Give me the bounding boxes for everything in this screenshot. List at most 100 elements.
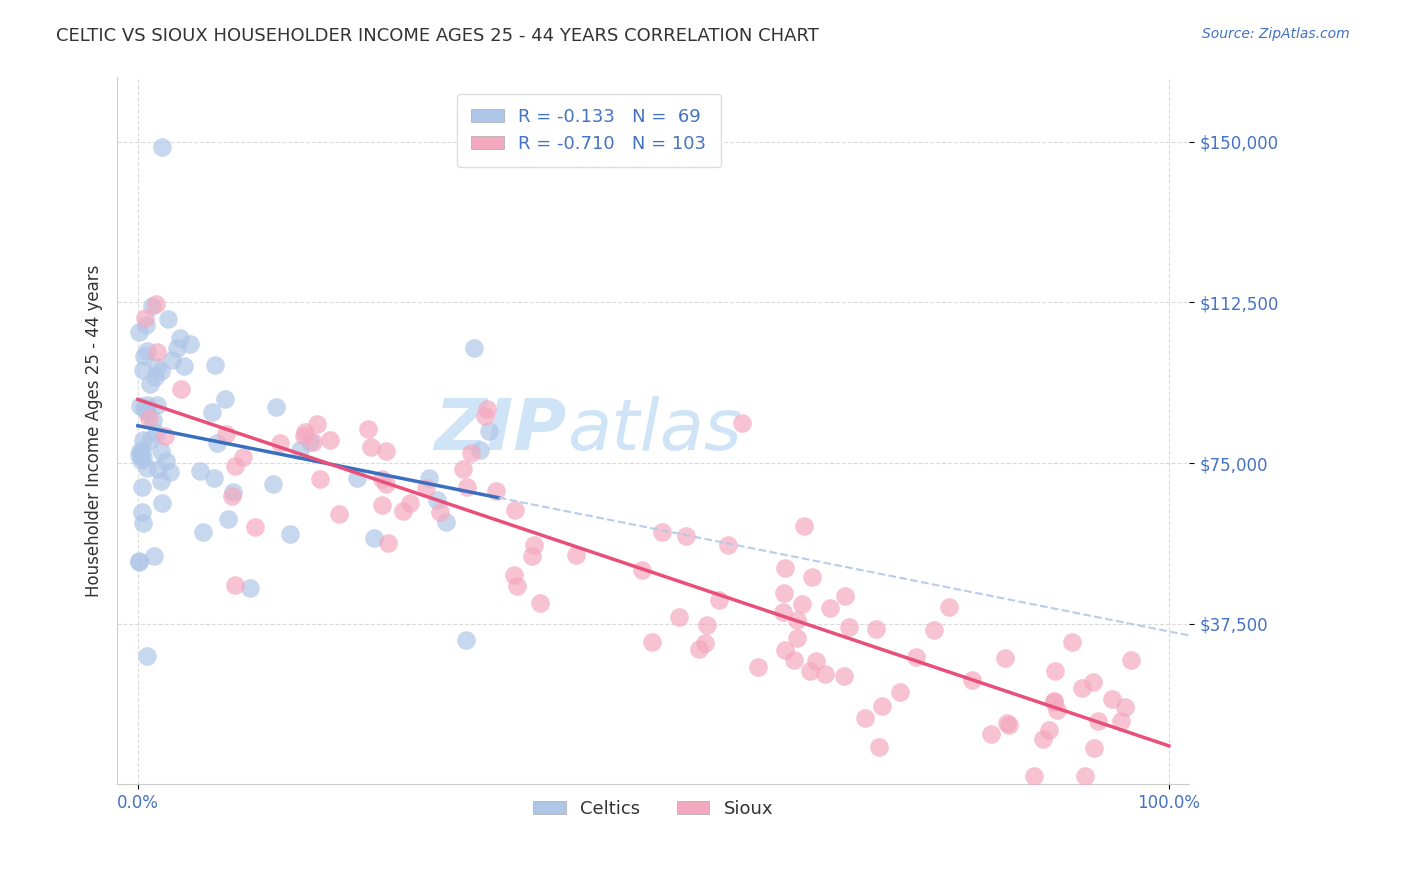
Point: [523, 538, 546, 552]
Point: [426, 493, 449, 508]
Point: [142, 549, 165, 564]
Text: CELTIC VS SIOUX HOUSEHOLDER INCOME AGES 25 - 44 YEARS CORRELATION CHART: CELTIC VS SIOUX HOUSEHOLDER INCOME AGES …: [56, 27, 820, 45]
Point: [188, 464, 211, 478]
Legend: Celtics, Sioux: Celtics, Sioux: [526, 792, 780, 825]
Point: [128, 448, 150, 462]
Point: [731, 416, 754, 430]
Point: [429, 504, 451, 518]
Point: [159, 465, 181, 479]
Point: [772, 606, 794, 620]
Point: [135, 398, 157, 412]
Point: [239, 581, 262, 595]
Point: [870, 699, 893, 714]
Point: [150, 139, 173, 153]
Point: [1087, 714, 1109, 728]
Point: [132, 451, 155, 466]
Point: [146, 359, 169, 374]
Point: [145, 344, 167, 359]
Point: [786, 632, 808, 646]
Point: [391, 504, 413, 518]
Point: [262, 477, 284, 491]
Point: [131, 363, 153, 377]
Point: [232, 450, 254, 464]
Point: [695, 636, 717, 650]
Point: [360, 441, 382, 455]
Point: [1032, 731, 1054, 746]
Point: [363, 532, 385, 546]
Point: [773, 585, 796, 599]
Point: [346, 471, 368, 485]
Point: [150, 443, 173, 458]
Point: [904, 649, 927, 664]
Point: [456, 633, 478, 648]
Point: [418, 470, 440, 484]
Point: [150, 364, 173, 378]
Point: [278, 527, 301, 541]
Point: [153, 429, 176, 443]
Point: [328, 507, 350, 521]
Point: [357, 422, 380, 436]
Point: [155, 454, 177, 468]
Point: [832, 669, 855, 683]
Point: [224, 578, 246, 592]
Point: [221, 489, 243, 503]
Point: [503, 503, 526, 517]
Point: [838, 620, 860, 634]
Point: [565, 549, 588, 563]
Point: [156, 311, 179, 326]
Point: [128, 554, 150, 568]
Point: [160, 353, 183, 368]
Point: [980, 726, 1002, 740]
Text: ZIP: ZIP: [436, 396, 568, 466]
Point: [132, 516, 155, 530]
Point: [294, 425, 316, 439]
Point: [201, 405, 224, 419]
Point: [222, 485, 245, 500]
Point: [166, 341, 188, 355]
Point: [716, 538, 738, 552]
Point: [136, 405, 159, 419]
Point: [131, 444, 153, 458]
Point: [415, 481, 437, 495]
Point: [1060, 635, 1083, 649]
Point: [129, 400, 152, 414]
Point: [506, 579, 529, 593]
Point: [179, 337, 201, 351]
Point: [128, 325, 150, 339]
Point: [264, 400, 287, 414]
Point: [214, 427, 236, 442]
Point: [801, 570, 824, 584]
Point: [269, 436, 291, 450]
Y-axis label: Householder Income Ages 25 - 44 years: Householder Income Ages 25 - 44 years: [86, 265, 103, 597]
Point: [865, 622, 887, 636]
Point: [478, 424, 501, 438]
Point: [169, 331, 191, 345]
Point: [938, 600, 960, 615]
Point: [668, 610, 690, 624]
Point: [128, 556, 150, 570]
Point: [375, 476, 398, 491]
Point: [922, 623, 945, 637]
Point: [142, 412, 165, 426]
Point: [224, 459, 246, 474]
Point: [813, 667, 835, 681]
Point: [773, 561, 796, 575]
Point: [1114, 700, 1136, 714]
Point: [477, 401, 499, 416]
Point: [1042, 694, 1064, 708]
Point: [307, 417, 329, 432]
Point: [138, 433, 160, 447]
Point: [1046, 703, 1069, 717]
Point: [995, 715, 1018, 730]
Point: [136, 648, 159, 663]
Point: [696, 618, 718, 632]
Point: [675, 529, 697, 543]
Point: [131, 505, 153, 519]
Point: [804, 654, 827, 668]
Point: [205, 435, 228, 450]
Point: [650, 525, 672, 540]
Point: [173, 359, 195, 374]
Point: [214, 392, 236, 406]
Point: [375, 444, 398, 458]
Point: [371, 472, 394, 486]
